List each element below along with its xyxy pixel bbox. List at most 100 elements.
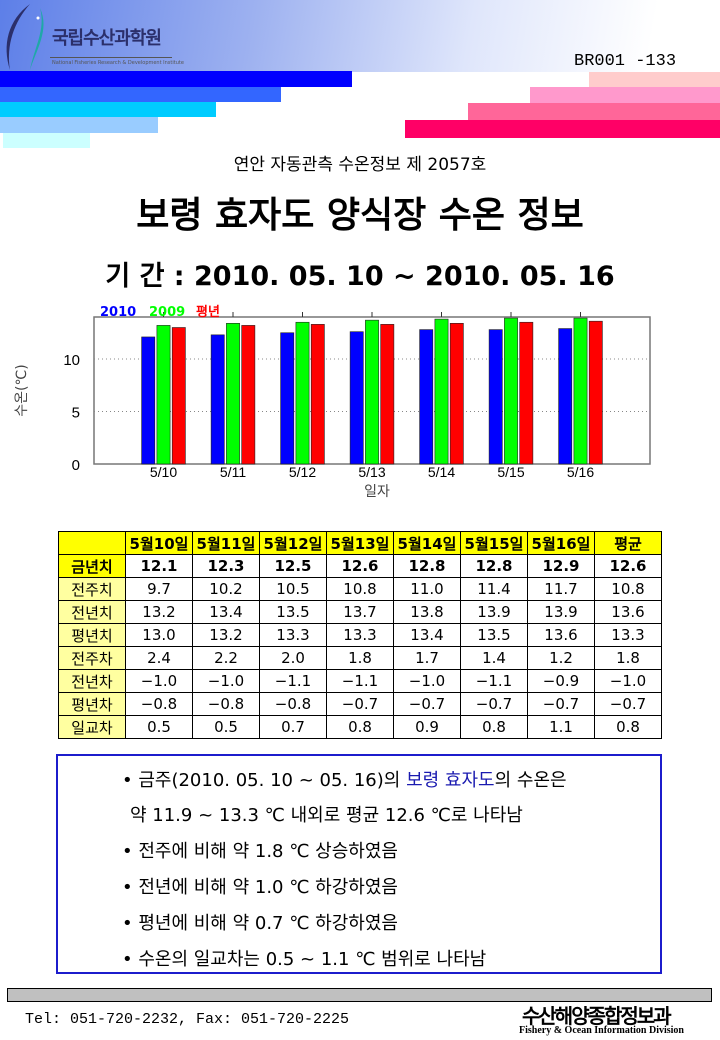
row-label: 전년차 [58, 669, 126, 693]
row-label: 금년치 [58, 554, 126, 578]
bar-2009-5/10 [156, 325, 171, 465]
table-row: 일교차 0.5 0.5 0.7 0.8 0.9 0.8 1.1 0.8 [58, 715, 662, 739]
x-tick-label: 5/13 [358, 464, 385, 480]
table-cell: 13.3 [326, 623, 394, 647]
bar-2009-5/14 [434, 318, 449, 465]
table-cell: 2.2 [192, 646, 260, 670]
table-cell: −1.1 [326, 669, 394, 693]
table-cell: 2.0 [259, 646, 327, 670]
bar-2010-5/11 [210, 334, 225, 465]
summary-line-5: • 평년에 비해 약 0.7 ℃ 하강하였음 [122, 913, 398, 934]
report-period: 기 간 : 2010. 05. 10 ~ 2010. 05. 16 [105, 261, 615, 292]
table-cell: 1.4 [460, 646, 528, 670]
bar-2009-5/12 [295, 321, 310, 465]
table-cell: −1.0 [125, 669, 193, 693]
table-cell: 2.4 [125, 646, 193, 670]
bar-2009-5/11 [226, 322, 240, 465]
header-stripe-right-2 [468, 103, 720, 120]
x-tick-label: 5/14 [428, 464, 455, 480]
table-cell: −1.0 [594, 669, 662, 693]
table-cell: −0.8 [125, 692, 193, 716]
table-cell: 10.8 [594, 577, 662, 601]
table-header-row: 5월10일 5월11일 5월12일 5월13일 5월14일 5월15일 5월16일 평균 [58, 531, 662, 555]
table-cell: 13.4 [393, 623, 461, 647]
summary-line-1: • 금주(2010. 05. 10 ~ 05. 16)의 보령 효자도의 수온은 [122, 766, 567, 792]
header-background [0, 0, 720, 72]
table-cell: 11.7 [527, 577, 595, 601]
bar-2010-5/10 [141, 336, 156, 465]
table-cell: 0.8 [326, 715, 394, 739]
table-cell: 0.8 [594, 715, 662, 739]
bar-평년-5/11 [241, 325, 256, 465]
row-label: 전년치 [58, 600, 126, 624]
bar-평년-5/15 [519, 321, 534, 465]
bar-2009-5/16 [573, 317, 588, 465]
x-tick-label: 5/12 [289, 464, 316, 480]
x-tick-label: 5/16 [567, 464, 594, 480]
table-row: 전년차 −1.0 −1.0 −1.1 −1.1 −1.0 −1.1 −0.9 −1.0 [58, 669, 662, 693]
logo-divider [50, 57, 172, 58]
table-cell: −1.0 [192, 669, 260, 693]
table-cell: 0.9 [393, 715, 461, 739]
row-label: 전주차 [58, 646, 126, 670]
table-cell: 13.3 [594, 623, 662, 647]
table-cell: 0.7 [259, 715, 327, 739]
bar-평년-5/14 [449, 322, 464, 465]
row-label: 평년치 [58, 623, 126, 647]
table-cell: 13.2 [125, 600, 193, 624]
column-header: 5월14일 [393, 531, 461, 555]
org-logo-text: 국립수산과학원 [52, 28, 162, 49]
org-logo-subtext: National Fisheries Research & Developmen… [52, 60, 184, 66]
table-cell: −0.7 [393, 692, 461, 716]
fish-logo-icon [6, 4, 44, 70]
bar-2010-5/12 [280, 332, 295, 465]
table-cell: 0.8 [460, 715, 528, 739]
column-header [58, 531, 126, 555]
report-title: 보령 효자도 양식장 수온 정보 [136, 195, 584, 236]
table-cell: 13.6 [594, 600, 662, 624]
contact-info: Tel: 051-720-2232, Fax: 051-720-2225 [25, 1011, 350, 1028]
y-tick-label: 10 [63, 352, 80, 369]
table-cell: −0.8 [259, 692, 327, 716]
table-row: 전주치 9.7 10.2 10.5 10.8 11.0 11.4 11.7 10.8 [58, 577, 662, 601]
row-label: 평년차 [58, 692, 126, 716]
header-stripe-right-0 [589, 72, 720, 90]
column-header: 5월15일 [460, 531, 528, 555]
summary-line-3: • 전주에 비해 약 1.8 ℃ 상승하였음 [122, 841, 398, 862]
table-cell: 12.3 [192, 554, 260, 578]
water-temperature-chart: 0 5 10 5/10 5/11 5/12 5/13 5/14 5/15 5/16 일자 수온(℃) 2… [14, 304, 651, 500]
table-cell: 12.8 [393, 554, 461, 578]
table-cell: 13.0 [125, 623, 193, 647]
table-cell: −0.7 [460, 692, 528, 716]
summary-line-6: • 수온의 일교차는 0.5 ~ 1.1 ℃ 범위로 나타남 [122, 949, 487, 970]
department-name-en: Fishery & Ocean Information Division [519, 1025, 684, 1036]
table-cell: 0.5 [192, 715, 260, 739]
header-stripe-left-1 [0, 87, 281, 102]
table-cell: −1.0 [393, 669, 461, 693]
table-cell: 12.1 [125, 554, 193, 578]
bar-2010-5/15 [488, 329, 503, 465]
table-cell: 12.9 [527, 554, 595, 578]
legend-2009: 2009 [149, 305, 185, 320]
table-cell: 10.2 [192, 577, 260, 601]
table-cell: 11.4 [460, 577, 528, 601]
table-cell: 1.1 [527, 715, 595, 739]
header-stripe-right-3 [405, 120, 720, 138]
bar-평년-5/12 [310, 324, 325, 465]
bar-2010-5/16 [558, 328, 573, 465]
column-header: 5월12일 [259, 531, 327, 555]
table-row: 평년차 −0.8 −0.8 −0.8 −0.7 −0.7 −0.7 −0.7 −0.7 [58, 692, 662, 716]
table-cell: 11.0 [393, 577, 461, 601]
column-header: 5월10일 [125, 531, 193, 555]
table-row: 전년치 13.2 13.4 13.5 13.7 13.8 13.9 13.9 13.6 [58, 600, 662, 624]
x-tick-label: 5/11 [220, 464, 246, 480]
table-cell: 10.8 [326, 577, 394, 601]
y-tick-label: 5 [72, 405, 80, 422]
location-highlight: 보령 효자도 [406, 770, 495, 791]
column-header: 5월16일 [527, 531, 595, 555]
table-cell: 0.5 [125, 715, 193, 739]
table-row: 전주차 2.4 2.2 2.0 1.8 1.7 1.4 1.2 1.8 [58, 646, 662, 670]
table-cell: 13.9 [527, 600, 595, 624]
table-cell: −0.8 [192, 692, 260, 716]
